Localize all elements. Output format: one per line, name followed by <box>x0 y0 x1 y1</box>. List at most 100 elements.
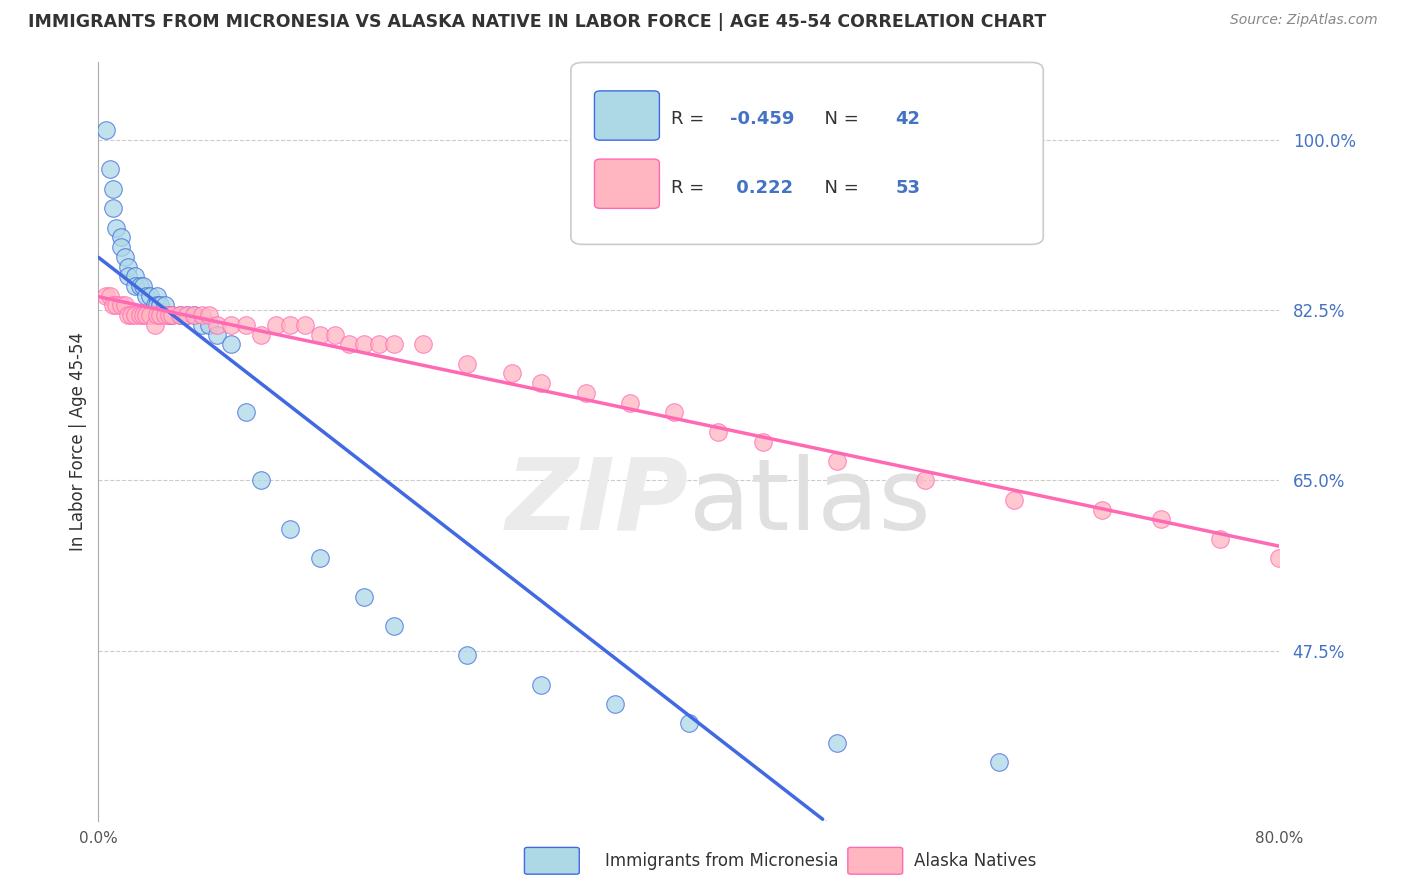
Point <box>143 298 166 312</box>
Text: R =: R = <box>671 111 710 128</box>
Text: Alaska Natives: Alaska Natives <box>914 852 1036 870</box>
Point <box>169 308 191 322</box>
Text: Immigrants from Micronesia: Immigrants from Micronesia <box>605 852 838 870</box>
Point <box>191 318 214 332</box>
Text: R =: R = <box>671 178 710 196</box>
Point <box>309 327 332 342</box>
Point <box>323 327 346 342</box>
Point <box>117 260 139 274</box>
Point <box>707 425 730 439</box>
Point <box>280 522 302 536</box>
Point <box>157 308 180 322</box>
Point <box>98 162 121 177</box>
Text: atlas: atlas <box>689 454 931 550</box>
Point <box>157 308 180 322</box>
Point <box>132 279 155 293</box>
Text: Source: ZipAtlas.com: Source: ZipAtlas.com <box>1230 13 1378 28</box>
Text: -0.459: -0.459 <box>730 111 794 128</box>
Point <box>146 308 169 322</box>
Point <box>294 318 316 332</box>
Point <box>664 405 686 419</box>
Text: 53: 53 <box>896 178 921 196</box>
Point <box>103 298 125 312</box>
Point <box>1002 492 1025 507</box>
Point <box>110 230 132 244</box>
Point <box>94 289 117 303</box>
Point <box>146 289 169 303</box>
Point <box>205 318 228 332</box>
Point <box>198 318 221 332</box>
Point <box>221 318 243 332</box>
Point <box>149 298 172 312</box>
Point <box>339 337 361 351</box>
Point <box>752 434 775 449</box>
Point <box>457 357 479 371</box>
Text: 0.222: 0.222 <box>730 178 793 196</box>
Point <box>457 648 479 663</box>
Point <box>530 376 553 391</box>
Point <box>250 474 273 488</box>
Point <box>1091 502 1114 516</box>
Point <box>309 551 332 566</box>
Point <box>235 405 257 419</box>
Text: IMMIGRANTS FROM MICRONESIA VS ALASKA NATIVE IN LABOR FORCE | AGE 45-54 CORRELATI: IMMIGRANTS FROM MICRONESIA VS ALASKA NAT… <box>28 13 1046 31</box>
Point <box>1150 512 1173 526</box>
Point <box>176 308 198 322</box>
Point <box>114 250 136 264</box>
Point <box>382 619 405 633</box>
Point <box>825 736 848 750</box>
Point <box>149 308 172 322</box>
Point <box>176 308 198 322</box>
Point <box>139 308 162 322</box>
Point <box>575 386 598 401</box>
Point <box>205 327 228 342</box>
Point <box>280 318 302 332</box>
Text: N =: N = <box>813 178 865 196</box>
FancyBboxPatch shape <box>595 159 659 209</box>
Point <box>98 289 121 303</box>
Point <box>605 697 627 711</box>
Point <box>183 308 205 322</box>
Point <box>530 677 553 691</box>
Point <box>117 269 139 284</box>
Point <box>914 474 936 488</box>
Point <box>988 756 1011 770</box>
Point <box>235 318 257 332</box>
Point <box>139 289 162 303</box>
Point <box>619 395 641 409</box>
Text: N =: N = <box>813 111 865 128</box>
FancyBboxPatch shape <box>571 62 1043 244</box>
Point <box>412 337 434 351</box>
Point <box>105 298 128 312</box>
Point <box>1209 532 1232 546</box>
Point <box>678 716 700 731</box>
Point <box>250 327 273 342</box>
Point <box>124 269 146 284</box>
Point <box>105 220 128 235</box>
Point <box>124 308 146 322</box>
Point <box>103 182 125 196</box>
Point <box>162 308 183 322</box>
Point <box>117 308 139 322</box>
Point <box>128 308 150 322</box>
Point <box>198 308 221 322</box>
Point <box>353 590 375 604</box>
Point <box>162 308 183 322</box>
Point <box>153 298 176 312</box>
Point <box>368 337 391 351</box>
Y-axis label: In Labor Force | Age 45-54: In Labor Force | Age 45-54 <box>69 332 87 551</box>
Point <box>183 308 205 322</box>
Point <box>132 308 155 322</box>
Text: 42: 42 <box>896 111 921 128</box>
Point <box>135 308 157 322</box>
Point <box>382 337 405 351</box>
Point <box>143 318 166 332</box>
Point <box>169 308 191 322</box>
Point <box>120 308 142 322</box>
Point <box>191 308 214 322</box>
Point <box>825 454 848 468</box>
Point <box>94 123 117 137</box>
Point <box>110 240 132 254</box>
Point <box>153 308 176 322</box>
Point <box>501 367 523 381</box>
